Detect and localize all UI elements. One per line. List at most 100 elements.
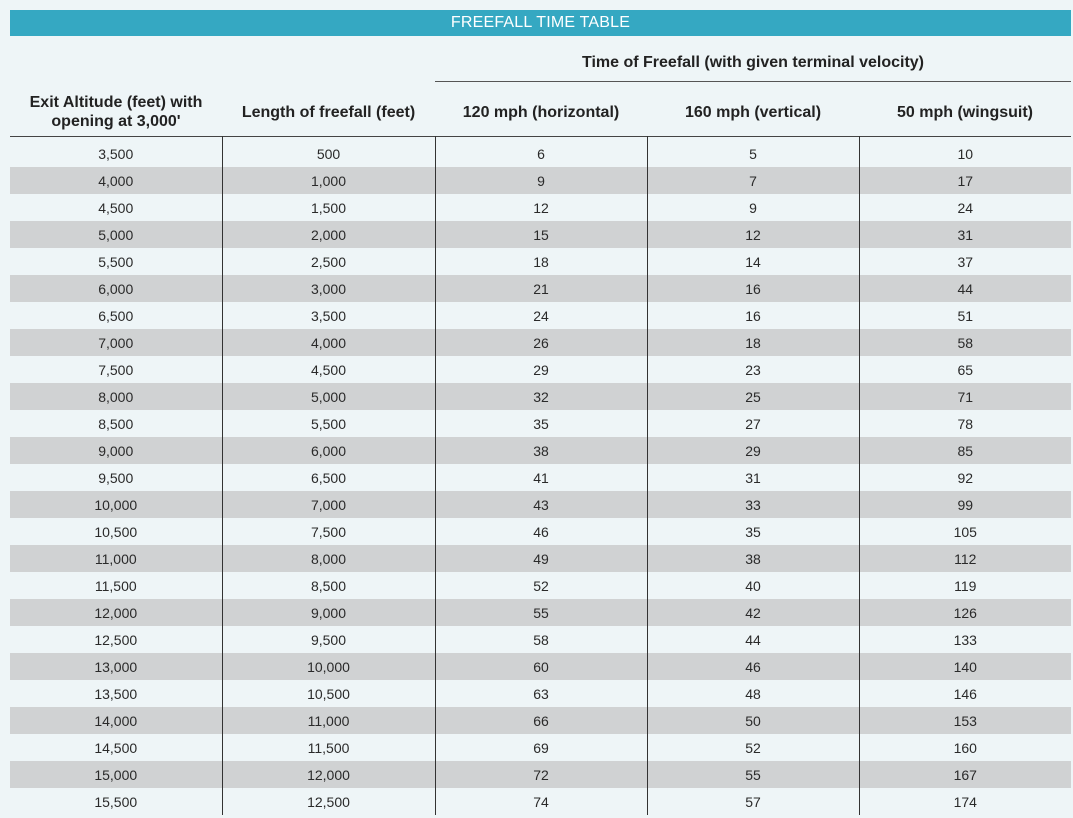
- cell-50mph: 24: [859, 194, 1071, 221]
- column-header-120mph: 120 mph (horizontal): [462, 103, 620, 121]
- cell-160mph: 48: [647, 680, 860, 707]
- cell-50mph: 85: [859, 437, 1071, 464]
- table-row: 14,500 11,500 69 52 160: [10, 734, 1071, 761]
- cell-exit-altitude: 4,000: [10, 167, 223, 194]
- table-row: 14,000 11,000 66 50 153: [10, 707, 1071, 734]
- cell-120mph: 66: [435, 707, 648, 734]
- cell-50mph: 140: [859, 653, 1071, 680]
- cell-exit-altitude: 15,500: [10, 788, 223, 815]
- table-row: 13,500 10,500 63 48 146: [10, 680, 1071, 707]
- cell-160mph: 50: [647, 707, 860, 734]
- cell-160mph: 29: [647, 437, 860, 464]
- cell-50mph: 78: [859, 410, 1071, 437]
- cell-50mph: 65: [859, 356, 1071, 383]
- cell-exit-altitude: 12,000: [10, 599, 223, 626]
- cell-exit-altitude: 7,500: [10, 356, 223, 383]
- table-row: 8,500 5,500 35 27 78: [10, 410, 1071, 437]
- column-divider: [859, 136, 860, 140]
- cell-freefall-length: 12,000: [222, 761, 436, 788]
- cell-160mph: 46: [647, 653, 860, 680]
- cell-freefall-length: 9,500: [222, 626, 436, 653]
- cell-freefall-length: 6,500: [222, 464, 436, 491]
- cell-160mph: 27: [647, 410, 860, 437]
- cell-160mph: 18: [647, 329, 860, 356]
- freefall-table: 3,500 500 6 5 10 4,000 1,000 9 7 17 4,500 1,500 12 9 2…: [10, 140, 1071, 815]
- table-row: 15,000 12,000 72 55 167: [10, 761, 1071, 788]
- cell-freefall-length: 4,000: [222, 329, 436, 356]
- cell-160mph: 16: [647, 302, 860, 329]
- cell-120mph: 24: [435, 302, 648, 329]
- cell-freefall-length: 7,000: [222, 491, 436, 518]
- cell-50mph: 146: [859, 680, 1071, 707]
- cell-120mph: 55: [435, 599, 648, 626]
- cell-50mph: 167: [859, 761, 1071, 788]
- cell-exit-altitude: 14,500: [10, 734, 223, 761]
- cell-freefall-length: 3,000: [222, 275, 436, 302]
- cell-120mph: 32: [435, 383, 648, 410]
- cell-freefall-length: 8,000: [222, 545, 436, 572]
- cell-freefall-length: 3,500: [222, 302, 436, 329]
- cell-160mph: 31: [647, 464, 860, 491]
- cell-exit-altitude: 3,500: [10, 140, 223, 167]
- cell-160mph: 57: [647, 788, 860, 815]
- cell-120mph: 26: [435, 329, 648, 356]
- cell-freefall-length: 10,500: [222, 680, 436, 707]
- cell-50mph: 126: [859, 599, 1071, 626]
- cell-exit-altitude: 11,500: [10, 572, 223, 599]
- cell-120mph: 12: [435, 194, 648, 221]
- column-divider: [435, 136, 436, 140]
- cell-50mph: 71: [859, 383, 1071, 410]
- cell-50mph: 44: [859, 275, 1071, 302]
- table-row: 9,500 6,500 41 31 92: [10, 464, 1071, 491]
- table-row: 9,000 6,000 38 29 85: [10, 437, 1071, 464]
- cell-50mph: 174: [859, 788, 1071, 815]
- cell-exit-altitude: 6,500: [10, 302, 223, 329]
- cell-exit-altitude: 4,500: [10, 194, 223, 221]
- cell-160mph: 9: [647, 194, 860, 221]
- cell-exit-altitude: 11,000: [10, 545, 223, 572]
- cell-freefall-length: 11,500: [222, 734, 436, 761]
- table-row: 11,000 8,000 49 38 112: [10, 545, 1071, 572]
- cell-120mph: 58: [435, 626, 648, 653]
- cell-50mph: 112: [859, 545, 1071, 572]
- column-header-50mph: 50 mph (wingsuit): [897, 103, 1033, 121]
- table-row: 7,500 4,500 29 23 65: [10, 356, 1071, 383]
- cell-120mph: 38: [435, 437, 648, 464]
- cell-exit-altitude: 15,000: [10, 761, 223, 788]
- cell-exit-altitude: 14,000: [10, 707, 223, 734]
- cell-160mph: 42: [647, 599, 860, 626]
- cell-50mph: 37: [859, 248, 1071, 275]
- cell-freefall-length: 1,000: [222, 167, 436, 194]
- cell-freefall-length: 10,000: [222, 653, 436, 680]
- column-header-freefall-length: Length of freefall (feet): [241, 103, 416, 121]
- cell-exit-altitude: 8,500: [10, 410, 223, 437]
- table-row: 12,000 9,000 55 42 126: [10, 599, 1071, 626]
- table-row: 10,000 7,000 43 33 99: [10, 491, 1071, 518]
- table-row: 4,500 1,500 12 9 24: [10, 194, 1071, 221]
- cell-160mph: 52: [647, 734, 860, 761]
- cell-50mph: 31: [859, 221, 1071, 248]
- table-row: 4,000 1,000 9 7 17: [10, 167, 1071, 194]
- cell-50mph: 92: [859, 464, 1071, 491]
- table-row: 5,500 2,500 18 14 37: [10, 248, 1071, 275]
- column-divider: [647, 136, 648, 140]
- cell-freefall-length: 5,500: [222, 410, 436, 437]
- cell-120mph: 29: [435, 356, 648, 383]
- cell-50mph: 105: [859, 518, 1071, 545]
- cell-freefall-length: 2,000: [222, 221, 436, 248]
- table-row: 3,500 500 6 5 10: [10, 140, 1071, 167]
- cell-160mph: 7: [647, 167, 860, 194]
- cell-50mph: 17: [859, 167, 1071, 194]
- cell-50mph: 153: [859, 707, 1071, 734]
- cell-50mph: 51: [859, 302, 1071, 329]
- cell-exit-altitude: 9,000: [10, 437, 223, 464]
- cell-120mph: 18: [435, 248, 648, 275]
- column-header-160mph: 160 mph (vertical): [684, 103, 822, 121]
- cell-50mph: 10: [859, 140, 1071, 167]
- cell-120mph: 69: [435, 734, 648, 761]
- header-rule: [10, 136, 1071, 137]
- cell-160mph: 25: [647, 383, 860, 410]
- table-row: 13,000 10,000 60 46 140: [10, 653, 1071, 680]
- cell-exit-altitude: 7,000: [10, 329, 223, 356]
- cell-120mph: 63: [435, 680, 648, 707]
